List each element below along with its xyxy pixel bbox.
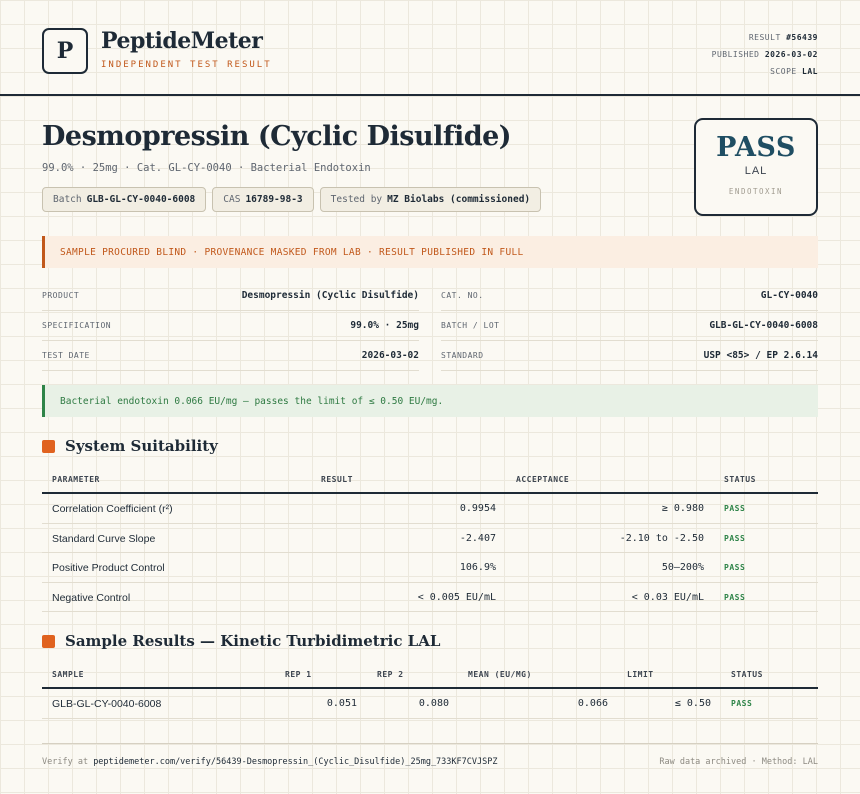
cas-chip: CAS 16789-98-3 (212, 187, 314, 212)
product-subtitle: 99.0% · 25mg · Cat. GL-CY-0040 · Bacteri… (42, 162, 371, 174)
tested-by-chip: Tested by MZ Biolabs (commissioned) (319, 187, 542, 212)
meta-published: PUBLISHED 2026-03-02 (711, 50, 818, 59)
pass-stamp: PASS LAL ENDOTOXIN (694, 118, 818, 216)
info-row-cat-no: CAT. NO. GL-CY-0040 (441, 281, 818, 311)
table-row: GLB-GL-CY-0040-6008 0.051 0.080 0.066 ≤ … (42, 689, 818, 719)
suitability-table-header: PARAMETER RESULT ACCEPTANCE STATUS (42, 466, 818, 494)
status-badge: PASS (724, 504, 746, 513)
table-row: Standard Curve Slope -2.407 -2.10 to -2.… (42, 524, 818, 553)
meta-scope: SCOPE LAL (770, 67, 818, 76)
section-marker-icon (42, 439, 55, 453)
table-row: Correlation Coefficient (r²) 0.9954 ≥ 0.… (42, 494, 818, 524)
samples-table-header: SAMPLE REP 1 REP 2 MEAN (EU/MG) LIMIT ST… (42, 661, 818, 689)
verify-link[interactable]: peptidemeter.com/verify/56439-Desmopress… (93, 757, 498, 767)
scope-value: LAL (802, 67, 818, 76)
status-badge: PASS (731, 699, 753, 708)
suitability-table: PARAMETER RESULT ACCEPTANCE STATUS Corre… (42, 466, 818, 612)
stamp-method: LAL (744, 165, 768, 177)
report-footer: Verify at peptidemeter.com/verify/56439-… (42, 743, 818, 783)
samples-section-title: Sample Results — Kinetic Turbidimetric L… (42, 632, 440, 650)
report-meta: RESULT #56439 PUBLISHED 2026-03-02 SCOPE… (712, 29, 818, 80)
report-header: P PeptideMeter INDEPENDENT TEST RESULT R… (0, 0, 860, 96)
status-badge: PASS (724, 563, 746, 572)
brand-logo: P (42, 28, 88, 74)
stamp-verdict: PASS (716, 132, 796, 163)
status-badge: PASS (724, 533, 746, 543)
suitability-section-title: System Suitability (42, 437, 218, 455)
samples-table: SAMPLE REP 1 REP 2 MEAN (EU/MG) LIMIT ST… (42, 661, 818, 719)
table-row: Positive Product Control 106.9% 50–200% … (42, 553, 818, 583)
verify-line: Verify at peptidemeter.com/verify/56439-… (42, 757, 498, 767)
provenance-notice: SAMPLE PROCURED BLIND · PROVENANCE MASKE… (42, 236, 818, 268)
brand-name: PeptideMeter (101, 28, 263, 54)
raw-data-note: Raw data archived · Method: LAL (659, 757, 818, 767)
status-badge: PASS (724, 592, 746, 602)
stamp-category: ENDOTOXIN (728, 187, 784, 196)
published-date: 2026-03-02 (764, 50, 818, 59)
info-row-standard: STANDARD USP <85> / EP 2.6.14 (441, 341, 818, 371)
brand-tagline: INDEPENDENT TEST RESULT (101, 60, 272, 70)
result-id: #56439 (786, 33, 818, 42)
chip-row: Batch GLB-GL-CY-0040-6008 CAS 16789-98-3 T… (42, 187, 542, 212)
section-marker-icon (42, 634, 55, 648)
table-row: Negative Control < 0.005 EU/mL < 0.03 EU… (42, 583, 818, 612)
info-row-specification: SPECIFICATION 99.0% · 25mg (42, 311, 419, 341)
info-row-product: PRODUCT Desmopressin (Cyclic Disulfide) (42, 281, 419, 311)
info-row-batch-lot: BATCH / LOT GLB-GL-CY-0040-6008 (441, 311, 818, 341)
batch-chip: Batch GLB-GL-CY-0040-6008 (42, 187, 207, 212)
info-row-test-date: TEST DATE 2026-03-02 (42, 341, 419, 371)
result-summary-banner: Bacterial endotoxin 0.066 EU/mg — passes… (42, 385, 818, 417)
product-title: Desmopressin (Cyclic Disulfide) (42, 121, 512, 152)
meta-result: RESULT #56439 (748, 33, 818, 42)
